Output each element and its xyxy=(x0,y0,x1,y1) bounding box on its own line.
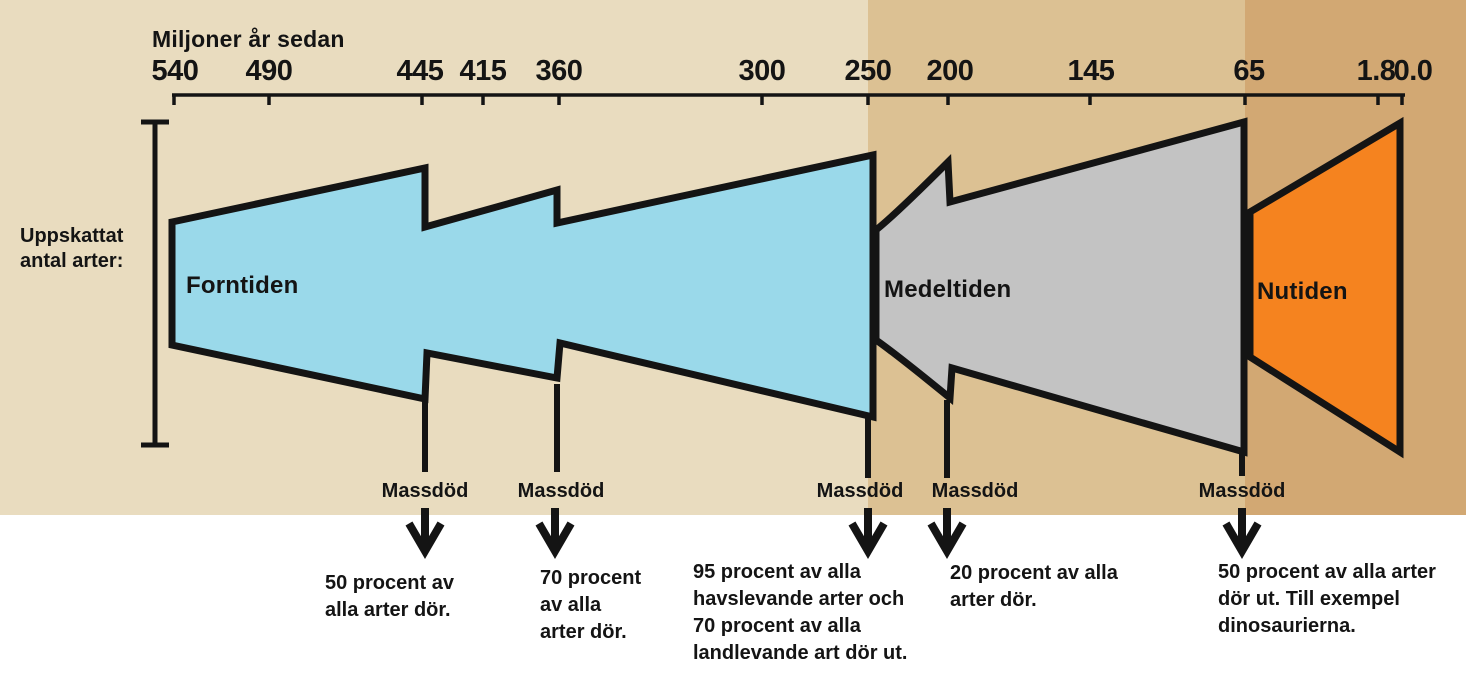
time-axis-ticks xyxy=(172,95,1404,105)
extinction-note-360: 70 procent av alla arter dör. xyxy=(540,567,642,643)
era-shape-nutiden xyxy=(1246,116,1404,459)
extinction-note-445: 50 procent av alla arter dör. xyxy=(325,572,454,621)
era-label-medeltiden: Medeltiden xyxy=(884,276,1012,303)
down-arrow-icon xyxy=(535,508,575,559)
tick-label-300: 300 xyxy=(738,55,786,87)
massdod-label-360: Massdöd xyxy=(517,480,605,502)
extinction-arrows xyxy=(405,508,1262,559)
tick-label-415: 415 xyxy=(459,55,507,87)
down-arrow-icon xyxy=(405,508,445,559)
era-shape-forntiden xyxy=(168,150,877,422)
tick-label-200: 200 xyxy=(926,55,974,87)
down-arrow-icon xyxy=(1222,508,1262,559)
tick-label-540: 540 xyxy=(151,55,199,87)
massdod-label-200: Massdöd xyxy=(931,480,1019,502)
species-count-axis-label: Uppskattat antal arter: xyxy=(20,225,124,272)
down-arrow-icon xyxy=(927,508,967,559)
tick-label-145: 145 xyxy=(1067,55,1115,87)
extinction-note-250: 95 procent av alla havslevande arter och… xyxy=(693,561,908,664)
extinction-note-65: 50 procent av alla arter dör ut. Till ex… xyxy=(1218,561,1436,637)
time-axis-title: Miljoner år sedan xyxy=(152,26,345,52)
tick-label-445: 445 xyxy=(396,55,444,87)
tick-label-1-8: 1.8 xyxy=(1356,55,1396,87)
tick-label-250: 250 xyxy=(844,55,892,87)
massdod-label-65: Massdöd xyxy=(1198,480,1286,502)
time-axis xyxy=(172,93,1405,105)
tick-label-360: 360 xyxy=(535,55,583,87)
extinction-note-200: 20 procent av alla arter dör. xyxy=(950,562,1118,611)
tick-label-65: 65 xyxy=(1233,55,1265,87)
era-label-forntiden: Forntiden xyxy=(186,272,299,299)
tick-label-490: 490 xyxy=(245,55,293,87)
era-label-nutiden: Nutiden xyxy=(1257,278,1348,305)
massdod-label-445: Massdöd xyxy=(381,480,469,502)
extinction-droplines xyxy=(422,384,1245,478)
tick-label-0-0: 0.0 xyxy=(1393,55,1433,87)
down-arrow-icon xyxy=(848,508,888,559)
massdod-label-250: Massdöd xyxy=(816,480,904,502)
species-count-bracket xyxy=(141,119,169,448)
